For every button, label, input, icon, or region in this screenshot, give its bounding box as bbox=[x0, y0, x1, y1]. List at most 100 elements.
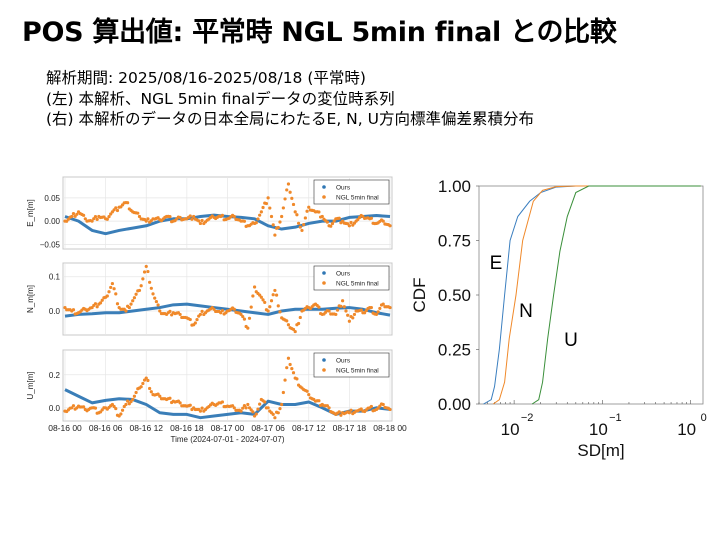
ngl-point bbox=[347, 224, 351, 228]
ngl-point bbox=[212, 307, 216, 311]
ngl-point bbox=[83, 217, 87, 221]
ngl-point bbox=[112, 287, 116, 291]
ngl-point bbox=[124, 402, 128, 407]
ngl-point bbox=[144, 376, 148, 380]
ngl-point bbox=[168, 396, 172, 400]
ngl-point bbox=[307, 392, 311, 397]
legend-marker-ngl bbox=[322, 281, 326, 285]
ngl-point bbox=[158, 309, 162, 313]
ngl-point bbox=[188, 317, 192, 322]
ngl-point bbox=[369, 404, 373, 409]
ngl-point bbox=[139, 385, 143, 389]
ngl-point bbox=[241, 314, 245, 319]
ngl-point bbox=[283, 378, 287, 382]
cdf-chart: 0.000.250.500.751.0010−210−1100SD[m]CDFE… bbox=[410, 177, 707, 460]
analysis-period-line: 解析期間: 2025/08/16-2025/08/18 (平常時) bbox=[46, 69, 366, 87]
ngl-point bbox=[131, 397, 135, 402]
x-axis-label: Time (2024-07-01 - 2024-07-07) bbox=[171, 435, 285, 444]
legend-box bbox=[313, 265, 390, 291]
ngl-point bbox=[388, 224, 392, 228]
ngl-point bbox=[291, 202, 296, 207]
ngl-point bbox=[249, 305, 253, 309]
x-tick-label: 08-16 00 bbox=[48, 423, 82, 433]
ngl-point bbox=[351, 316, 355, 320]
ngl-point bbox=[119, 412, 123, 416]
ngl-point bbox=[190, 217, 194, 221]
cdf-series-label-e: E bbox=[490, 253, 503, 274]
ngl-point bbox=[244, 406, 248, 410]
ngl-point bbox=[329, 224, 333, 228]
ngl-point bbox=[293, 329, 297, 334]
y-tick-label: 0.00 bbox=[44, 217, 60, 226]
ngl-point bbox=[93, 215, 98, 219]
ngl-point bbox=[251, 294, 255, 298]
ngl-point bbox=[288, 190, 292, 194]
ngl-point bbox=[93, 302, 98, 306]
ngl-point bbox=[137, 214, 142, 219]
ngl-point bbox=[134, 390, 138, 395]
ngl-point bbox=[75, 212, 79, 216]
y-tick-label: 0.75 bbox=[438, 232, 471, 251]
ngl-point bbox=[156, 303, 160, 307]
legend: Ours NGL 5min final bbox=[313, 179, 390, 205]
ours-series-line bbox=[64, 302, 391, 318]
ngl-point bbox=[296, 221, 301, 225]
ngl-point bbox=[276, 411, 280, 415]
ngl-point bbox=[137, 288, 142, 293]
ngl-point bbox=[109, 285, 113, 290]
ngl-point bbox=[242, 219, 247, 223]
x-axis-label: SD[m] bbox=[577, 441, 624, 460]
y-tick-label: 0.0 bbox=[49, 307, 61, 316]
legend-label-ours: Ours bbox=[336, 358, 351, 365]
ngl-point bbox=[337, 410, 341, 414]
ngl-point bbox=[239, 409, 243, 413]
ngl-point bbox=[269, 299, 274, 303]
ngl-point bbox=[293, 210, 297, 214]
ngl-point bbox=[263, 400, 267, 404]
ngl-point bbox=[120, 408, 125, 412]
ngl-point bbox=[266, 309, 270, 313]
x-tick-label: 08-16 12 bbox=[129, 423, 163, 433]
ngl-point bbox=[198, 312, 203, 317]
ngl-point bbox=[232, 406, 236, 410]
ngl-point bbox=[148, 386, 152, 391]
ngl-point bbox=[149, 286, 153, 290]
legend: Ours NGL 5min final bbox=[313, 265, 390, 291]
ngl-point bbox=[330, 221, 335, 226]
ngl-point bbox=[197, 219, 201, 223]
timeseries-panel-e: −0.05 0.00 0.05 E_m[m] Ours NGL 5min final bbox=[26, 176, 393, 250]
ngl-point bbox=[178, 312, 182, 317]
y-tick-label: −0.05 bbox=[40, 240, 61, 249]
ngl-point bbox=[276, 304, 280, 308]
ngl-point bbox=[344, 309, 348, 313]
ngl-point bbox=[168, 215, 172, 219]
ngl-point bbox=[100, 298, 104, 302]
y-axis-label: N_m[m] bbox=[26, 285, 35, 313]
slide-description: 解析期間: 2025/08/16-2025/08/18 (平常時) (左) 本解… bbox=[46, 68, 534, 130]
x-tick-label: 08-18 00 bbox=[373, 423, 407, 433]
cdf-series-label-u: U bbox=[564, 330, 578, 351]
ngl-point bbox=[107, 290, 111, 294]
ngl-point bbox=[132, 296, 137, 300]
ngl-point bbox=[178, 215, 182, 220]
ngl-point bbox=[71, 211, 76, 216]
ngl-point bbox=[219, 311, 223, 315]
ngl-point bbox=[148, 280, 152, 284]
ngl-point bbox=[109, 212, 113, 216]
ngl-point bbox=[317, 210, 321, 214]
ngl-point bbox=[290, 366, 294, 371]
ngl-point bbox=[325, 220, 329, 224]
ngl-point bbox=[246, 402, 250, 407]
x-tick-label: 08-17 18 bbox=[333, 423, 367, 433]
ngl-point bbox=[178, 401, 182, 405]
ngl-point bbox=[241, 406, 245, 410]
ngl-point bbox=[247, 316, 252, 320]
y-tick-label: 0.25 bbox=[438, 341, 471, 360]
ours-series-line bbox=[64, 213, 391, 236]
y-tick-label: 0.00 bbox=[438, 395, 471, 414]
ngl-point bbox=[271, 412, 275, 416]
ngl-point bbox=[252, 285, 257, 289]
ngl-point bbox=[295, 213, 299, 217]
ngl-point bbox=[278, 220, 282, 224]
ngl-point bbox=[266, 196, 270, 200]
